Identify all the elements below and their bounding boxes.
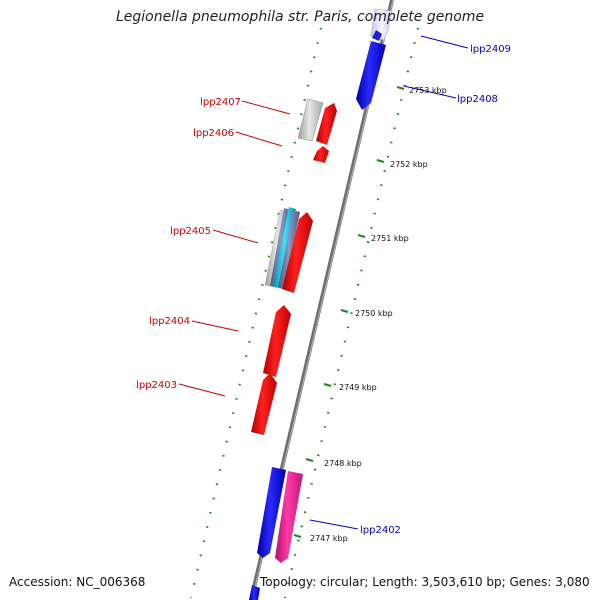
gene-lpp2408-arrow[interactable] [356, 41, 386, 110]
gene-label-lpp2402[interactable]: lpp2402 [360, 525, 401, 536]
inner-dotted-guide [189, 27, 323, 599]
outer-dotted-guide [283, 27, 420, 599]
label-leader-lines [178, 35, 469, 530]
tick-2749-mark [323, 383, 332, 387]
gene-lpp2406-arrow[interactable] [313, 146, 329, 163]
tick-2752-label: 2752 kbp [390, 160, 428, 169]
gene-labels: lpp2409 lpp2408 lpp2407 lpp2406 lpp2405 … [136, 44, 511, 536]
gene-lpp2404-arrow[interactable] [263, 305, 291, 377]
gene-label-lpp2405[interactable]: lpp2405 [170, 226, 211, 237]
gene-label-lpp2404[interactable]: lpp2404 [149, 316, 190, 327]
gene-lpp2407-arrow[interactable] [297, 98, 324, 142]
gene-lpp2403-arrow[interactable] [251, 373, 277, 435]
tick-2747-label: 2747 kbp [310, 534, 348, 543]
accession-text: Accession: NC_006368 [9, 575, 146, 589]
gene-lpp2402-magenta-arrow[interactable] [275, 471, 303, 563]
gene-lpp2405b-arrow[interactable] [282, 212, 313, 293]
tick-2750-mark [340, 309, 349, 313]
gene-lpp2407b-arrow[interactable] [316, 103, 337, 145]
topology-summary-text: Topology: circular; Length: 3,503,610 bp… [260, 575, 590, 589]
gene-label-lpp2409[interactable]: lpp2409 [470, 44, 511, 55]
tick-2747-mark [293, 534, 302, 538]
gene-lpp2405-cluster[interactable] [264, 207, 300, 289]
tick-2750-label: 2750 kbp [355, 309, 393, 318]
tick-2752-mark [376, 159, 385, 163]
tick-2753-mark [396, 86, 405, 90]
gene-label-lpp2403[interactable]: lpp2403 [136, 380, 177, 391]
gene-label-lpp2406[interactable]: lpp2406 [193, 128, 234, 139]
tick-2751-mark [357, 234, 366, 238]
tick-2751-label: 2751 kbp [371, 234, 409, 243]
gene-label-lpp2408[interactable]: lpp2408 [457, 94, 498, 105]
tick-2753-label: 2753 kbp [409, 86, 447, 95]
gene-lpp2409-arrow[interactable] [370, 8, 393, 41]
gene-bottom-blue-arrow[interactable] [249, 585, 260, 600]
tick-2748-mark [305, 458, 314, 462]
tick-2748-label: 2748 kbp [324, 459, 362, 468]
gene-lpp2402-blue-arrow[interactable] [257, 467, 286, 558]
genome-title: Legionella pneumophila str. Paris, compl… [115, 9, 485, 25]
position-ticks: 2753 kbp 2752 kbp 2751 kbp 2750 kbp 2749… [293, 86, 447, 543]
tick-2749-label: 2749 kbp [339, 383, 377, 392]
gene-label-lpp2407[interactable]: lpp2407 [200, 97, 241, 108]
